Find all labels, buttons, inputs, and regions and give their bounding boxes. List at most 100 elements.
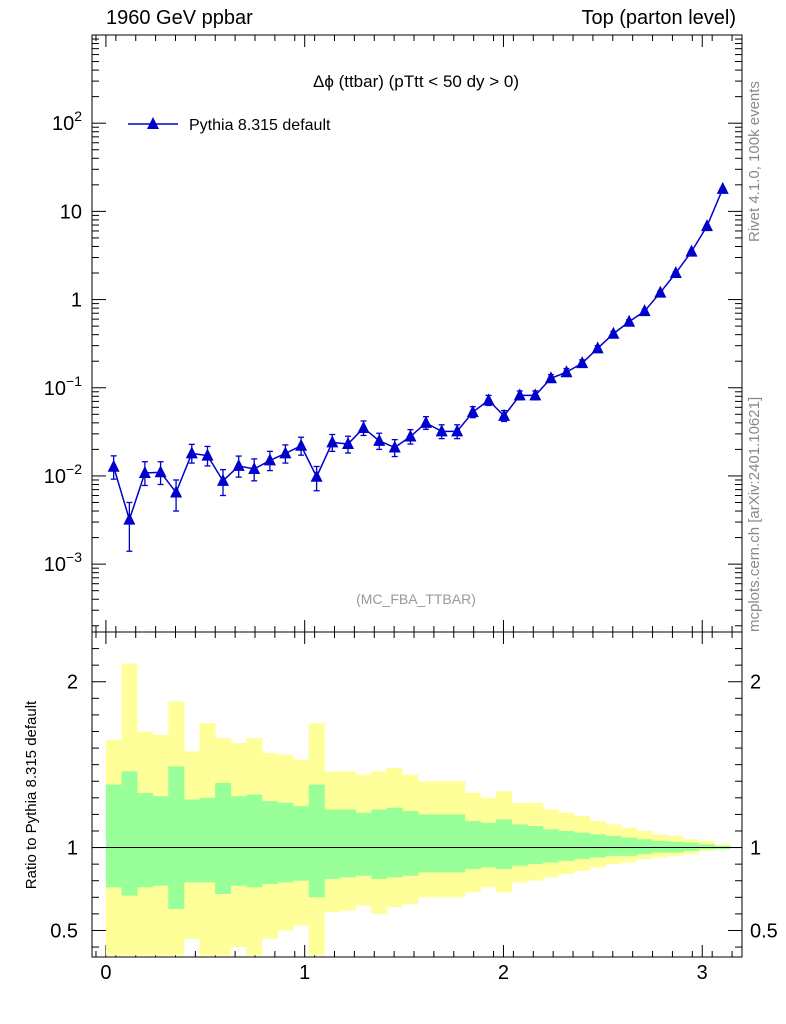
inner-band-bin [605,835,622,856]
ratio-y-tick-label: 2 [67,672,78,694]
main-plot-title: Δϕ (ttbar) (pTtt < 50 dy > 0) [313,72,519,91]
inner-band-bin [371,809,388,880]
inner-band-bin [293,806,310,881]
data-point [435,424,448,437]
data-point [295,438,308,451]
inner-band-bin [261,801,278,885]
ratio-y-tick-label-right: 2 [750,672,761,694]
data-point [451,424,464,437]
inner-band-bin [277,802,294,883]
inner-band-bin [324,809,341,880]
inner-band-bin [480,822,497,868]
inner-band-bin [698,844,715,850]
ratio-y-tick-label-right: 1 [750,838,761,860]
inner-band-bin [683,842,700,851]
data-point [185,446,198,459]
data-point [623,314,636,327]
ratio-y-tick-label-right: 0.5 [750,920,778,942]
header-left-label: 1960 GeV ppbar [106,7,253,29]
main-y-tick-label: 10−1 [44,373,82,400]
data-point [529,388,542,401]
data-point [326,435,339,448]
main-y-tick-label: 10−3 [44,549,82,576]
inner-band-bin [246,794,263,888]
data-point [404,429,417,442]
inner-band-bin [511,824,528,866]
data-point [498,408,511,421]
inner-band-bin [355,812,372,876]
data-point [685,244,698,257]
ratio-x-tick-label: 2 [498,962,509,984]
data-point [373,433,386,446]
main-y-tick-label: 10−2 [44,461,82,488]
ratio-y-tick-label: 0.5 [50,920,78,942]
main-y-tick-exponent: −1 [66,373,82,389]
inner-band-bin [105,784,122,888]
ratio-y-tick-label: 1 [67,838,78,860]
ratio-plot-frame: 0 1 2 3 0.5 0.5 1 1 2 2 [50,631,778,984]
data-point [263,453,276,466]
inner-band-bin [137,792,154,888]
inner-band-bin [215,782,232,894]
inner-band-bin [308,784,325,898]
data-point [466,405,479,418]
main-y-tick-exponent: −3 [66,549,82,565]
data-point [513,388,526,401]
data-point [342,437,355,450]
data-point [576,356,589,369]
data-point [669,266,682,279]
legend-marker [147,117,159,129]
data-point [544,371,557,384]
inner-band-bin [496,819,513,870]
inner-band-bin [183,799,200,883]
inner-band-bin [417,814,434,873]
inner-band-bin [230,796,247,886]
inner-band-bin [574,832,591,860]
data-point [201,448,214,461]
main-y-tick-label: 10 [60,201,82,223]
series-line [112,188,724,523]
inner-band-bin [589,834,606,858]
inner-band-bin [527,826,544,865]
data-point [279,446,292,459]
main-y-tick-exponent: −2 [66,461,82,477]
inner-band-bin [620,837,637,856]
ratio-x-tick-label: 3 [697,962,708,984]
data-point [482,393,495,406]
data-point [654,285,667,298]
ratio-plot-border [91,631,743,958]
inner-band-bin [636,839,653,855]
main-plot [107,181,729,552]
legend-label: Pythia 8.315 default [189,117,331,134]
inner-band-bin [464,821,481,870]
main-plot-frame: 10−3 10−2 10−1 1 10 102 [44,34,743,633]
inner-band-bin [542,829,559,863]
data-point [638,304,651,317]
data-point [560,365,573,378]
data-point [170,485,183,498]
data-point [716,181,729,194]
main-y-tick-label: 102 [52,108,82,135]
data-point [232,458,245,471]
data-point [310,469,323,482]
data-point [138,465,151,478]
inner-band-bin [121,771,138,896]
inner-band-bin [558,830,575,861]
inner-band-bin [449,814,466,873]
inner-band-bin [199,797,216,883]
main-y-tick-label: 1 [71,290,82,312]
ratio-y-axis-label: Ratio to Pythia 8.315 default [23,700,40,889]
data-point [419,415,432,428]
data-point [216,473,229,486]
header-right-label: Top (parton level) [581,7,736,29]
data-point [154,465,167,478]
data-point [123,512,136,525]
legend: Pythia 8.315 default [128,117,331,134]
inner-band-bin [433,814,450,873]
ratio-plot [92,663,742,956]
data-point [607,326,620,339]
ratio-x-tick-label: 1 [299,962,310,984]
inner-band-bin [386,807,403,878]
